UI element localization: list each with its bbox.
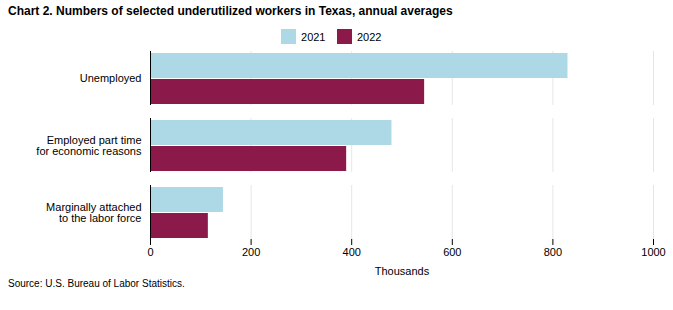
svg-text:Employed part timefor economic: Employed part timefor economic reasons — [36, 134, 142, 157]
html-text:Source: U.S. Bureau of Labor S: Source: U.S. Bureau of Labor Statistics. — [8, 278, 185, 289]
svg-text:0: 0 — [147, 246, 153, 258]
html-text:2021: 2021 — [301, 30, 326, 43]
html-text:Chart 2. Numbers of selected u: Chart 2. Numbers of selected underutiliz… — [8, 4, 453, 18]
svg-text:200: 200 — [242, 246, 260, 258]
svg-text:Unemployed: Unemployed — [80, 72, 142, 84]
svg-text:Thousands: Thousands — [375, 265, 430, 277]
svg-text:Marginally attachedto the labo: Marginally attachedto the labor force — [46, 201, 141, 224]
svg-text:400: 400 — [343, 246, 361, 258]
html-text:2022: 2022 — [357, 30, 382, 43]
svg-text:800: 800 — [544, 246, 562, 258]
svg-text:1000: 1000 — [641, 246, 665, 258]
svg-text:600: 600 — [443, 246, 461, 258]
